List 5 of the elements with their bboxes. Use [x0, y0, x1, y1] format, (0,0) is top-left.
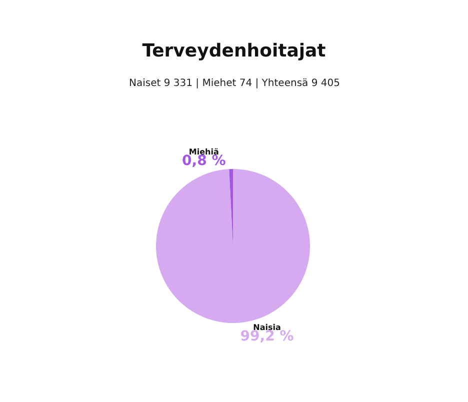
- pie-slice: [156, 169, 310, 323]
- slice-label: Naisia: [253, 322, 281, 332]
- chart-subtitle: Naiset 9 331 | Miehet 74 | Yhteensä 9 405: [129, 78, 340, 89]
- chart-title: Terveydenhoitajat: [142, 40, 326, 62]
- data-label: 0,8 %: [182, 153, 226, 170]
